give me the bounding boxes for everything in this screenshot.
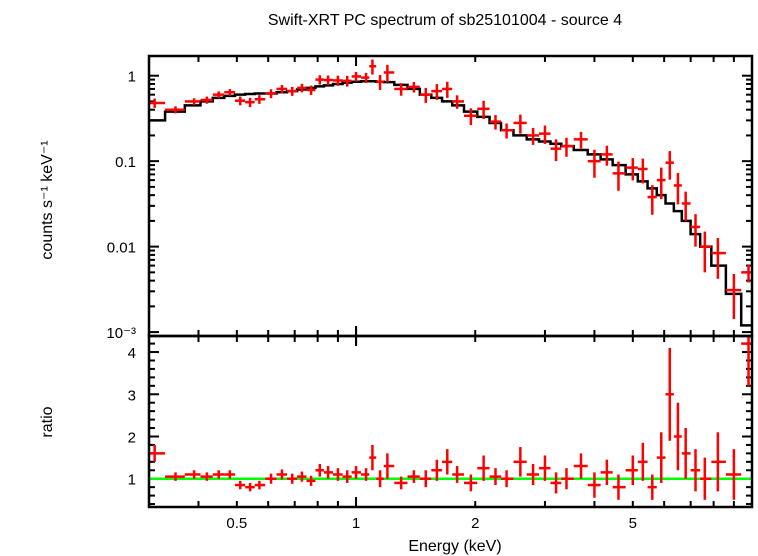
y-axis-label-ratio: ratio <box>39 406 56 437</box>
x-axis-label: Energy (keV) <box>408 538 501 555</box>
ratio-y-tick-label: 1 <box>128 472 136 489</box>
ratio-y-tick-label: 3 <box>128 387 136 404</box>
x-tick-label: 0.5 <box>226 515 247 532</box>
ratio-panel-frame <box>147 334 754 509</box>
y-tick-label: 0.01 <box>107 240 136 257</box>
x-tick-label: 1 <box>352 515 360 532</box>
y-tick-label: 10⁻³ <box>106 325 136 342</box>
model-line <box>149 80 752 327</box>
ratio-y-tick-label: 2 <box>128 429 136 446</box>
y-tick-label: 0.1 <box>115 154 136 171</box>
y-tick-label: 1 <box>128 69 136 86</box>
x-tick-label: 2 <box>471 515 479 532</box>
x-tick-label: 5 <box>629 515 637 532</box>
y-axis-label-top: counts s⁻¹ keV⁻¹ <box>39 140 56 259</box>
chart-title: Swift-XRT PC spectrum of sb25101004 - so… <box>268 12 622 29</box>
ratio-y-tick-label: 4 <box>128 345 136 362</box>
